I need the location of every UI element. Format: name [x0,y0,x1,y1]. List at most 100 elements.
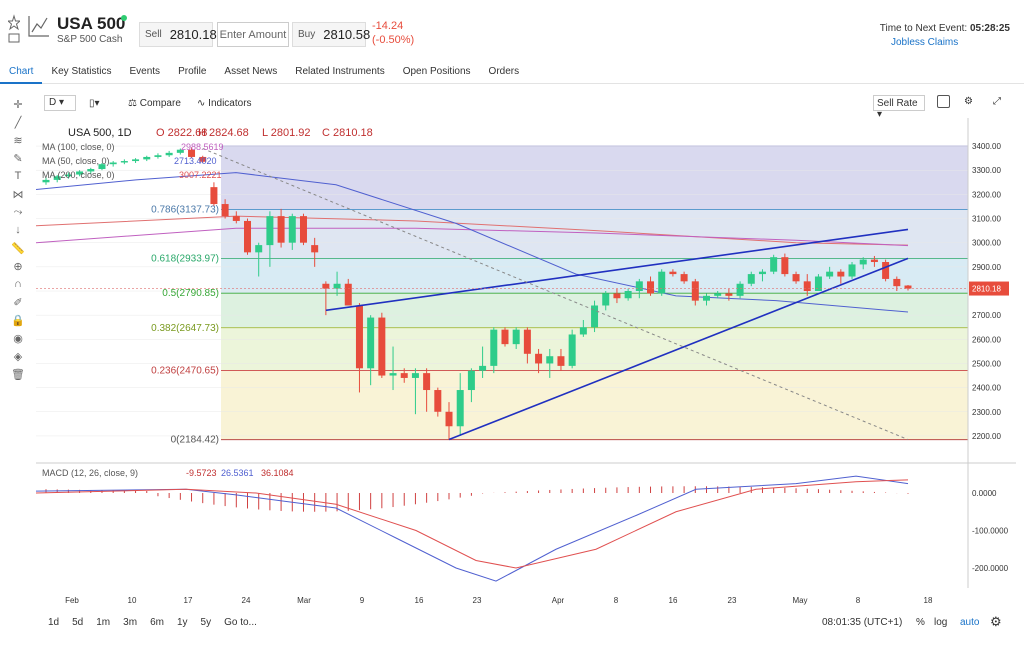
market-open-indicator [121,15,127,21]
candle [557,356,565,366]
price-axis: 3400.00 3300.00 3200.00 3100.00 3000.00 2900.… [36,118,1016,588]
fib-band [221,146,968,210]
candle [546,356,554,364]
prediction-icon[interactable]: ⤳ [13,205,23,218]
candle [333,283,341,289]
fib-band [221,209,968,259]
candle [389,373,397,376]
compare-label: Compare [139,98,181,109]
compare-button[interactable]: ⚖ Compare [128,98,181,109]
log-toggle[interactable]: log [934,617,948,628]
arrow-down-icon[interactable]: ↓ [15,224,21,236]
time-tick: 17 [184,596,193,605]
candle [367,317,375,369]
buy-price: 2810.58 [323,27,371,42]
range-5y[interactable]: 5y [200,616,212,628]
candle [624,291,632,299]
favorite-icon[interactable] [8,14,20,44]
chart-type-icon[interactable] [28,14,50,38]
time-tick: 8 [614,596,619,605]
range-3m[interactable]: 3m [123,616,138,628]
range-1d[interactable]: 1d [48,616,60,628]
price-mode-value: Sell Rate [877,98,918,109]
legend-macd: MACD (12, 26, close, 9) [42,468,138,478]
time-tick: 10 [128,596,137,605]
tab-chart[interactable]: Chart [0,60,43,84]
settings-icon[interactable]: ⚙ [964,96,973,107]
range-1m[interactable]: 1m [96,616,111,628]
percent-toggle[interactable]: % [916,617,925,628]
candle [814,276,822,291]
magnet-icon[interactable]: ∩ [14,278,22,290]
crosshair-icon[interactable]: ✛ [13,98,23,111]
amount-input[interactable]: Enter Amount [217,22,289,47]
sell-button[interactable]: Sell 2810.18 [139,22,217,47]
tab-open-positions[interactable]: Open Positions [402,66,471,77]
trendline-dashed [202,148,909,441]
price-tick: 2200.00 [972,432,1001,441]
eye-icon[interactable]: ◉ [13,332,23,345]
fib-tool-icon[interactable]: ≋ [13,134,23,147]
instrument-subtitle: S&P 500 Cash [57,34,123,45]
auto-toggle[interactable]: auto [960,617,980,628]
candle [479,365,487,371]
layers-icon[interactable]: ◈ [13,350,23,363]
brush-icon[interactable]: ✎ [13,152,23,165]
lock-drawing-icon[interactable]: ✐ [13,296,23,309]
tab-events[interactable]: Events [129,66,161,77]
candle [781,257,789,275]
expand-icon[interactable]: ⤢ [993,96,1001,107]
price-tick: 2900.00 [972,263,1001,272]
candle [221,204,229,217]
candle [322,283,330,289]
next-event-countdown: 05:28:25 [969,23,1010,34]
candle [411,373,419,378]
next-event-name[interactable]: Jobless Claims [891,37,959,48]
candle [837,271,845,277]
ruler-icon[interactable]: 📏 [11,242,25,255]
tab-key-statistics[interactable]: Key Statistics [51,66,112,77]
candle [635,281,643,291]
candle-type-button[interactable]: ▯▾ [89,98,100,109]
range-5d[interactable]: 5d [72,616,84,628]
lock-icon[interactable]: 🔒 [11,314,25,327]
candle [53,176,61,180]
candle [87,169,95,172]
zoom-icon[interactable]: ⊕ [13,260,23,273]
price-chart[interactable]: 0.786(3137.73) 0.618(2933.97) 0.5(2790.85)… [36,118,1016,613]
fib-label: 0.786(3137.73) [151,204,219,215]
chart-grid [36,145,968,437]
time-tick: Feb [65,596,79,605]
candle [299,216,307,243]
buy-label: Buy [298,29,316,40]
tab-related-instruments[interactable]: Related Instruments [295,66,385,77]
trash-icon[interactable]: 🗑 [11,368,25,381]
candle [188,149,196,157]
buy-button[interactable]: Buy 2810.58 [292,22,370,47]
fib-label: 0.382(2647.73) [151,323,219,334]
goto-button[interactable]: Go to... [224,616,257,628]
tab-profile[interactable]: Profile [178,66,207,77]
interval-select[interactable]: D ▾ [44,95,76,111]
legend-ma50-value: 2713.4020 [174,156,217,166]
indicators-button[interactable]: ∿ Indicators [197,98,252,109]
range-6m[interactable]: 6m [150,616,164,628]
price-mode-select[interactable]: Sell Rate ▾ [873,95,925,120]
tab-asset-news[interactable]: Asset News [224,66,278,77]
candle [456,390,464,427]
candle [255,245,263,253]
legend-ma200-value: 3007.2221 [179,170,222,180]
sell-label: Sell [145,29,162,40]
macd-tick: -200.0000 [972,564,1009,573]
chart-settings-icon[interactable]: ⚙ [990,614,1002,629]
candle [770,257,778,272]
ma50-line [36,172,909,313]
trendline-icon[interactable]: ╱ [14,116,22,129]
fullscreen-chart-button[interactable] [937,95,950,108]
range-1y[interactable]: 1y [176,616,188,628]
pattern-icon[interactable]: ⋈ [12,188,24,201]
last-price-tag: 2810.18 [972,285,1001,294]
tab-orders[interactable]: Orders [488,66,520,77]
instrument-header: USA 500 S&P 500 Cash Sell 2810.18 Enter … [0,0,1024,60]
text-tool-icon[interactable]: T [14,170,22,182]
